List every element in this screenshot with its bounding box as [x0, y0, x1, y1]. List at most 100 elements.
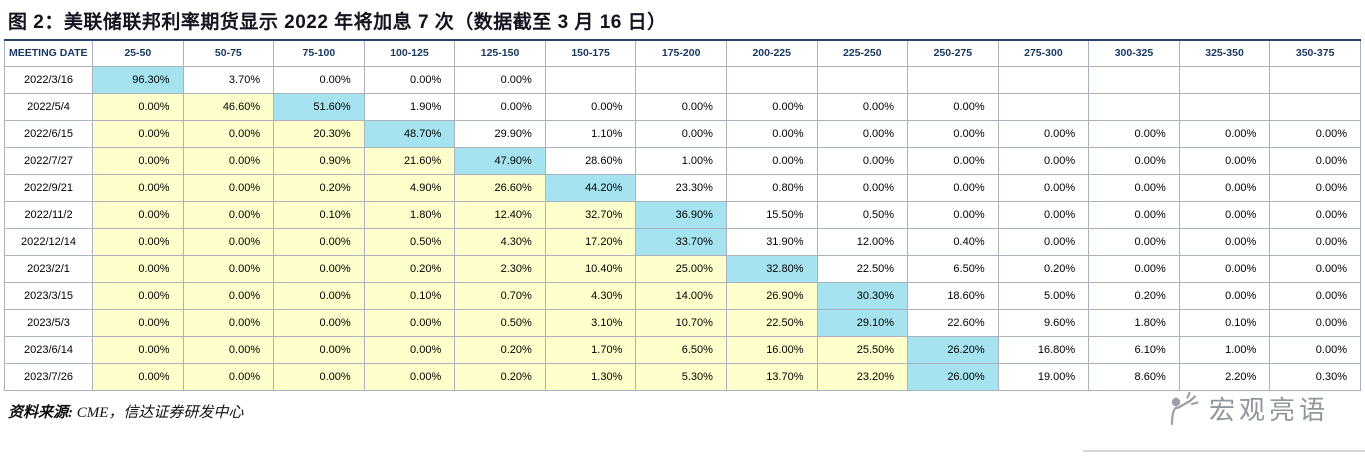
probability-cell: 21.60% [363, 146, 456, 175]
probability-cell: 0.00% [1269, 119, 1361, 148]
meeting-date-cell: 2022/9/21 [4, 173, 93, 202]
probability-cell: 0.00% [816, 173, 909, 202]
probability-cell: 0.00% [1178, 254, 1271, 283]
brand-watermark: 宏观亮语 [1165, 390, 1329, 427]
probability-cell: 0.00% [997, 200, 1090, 229]
probability-cell: 0.00% [363, 308, 456, 337]
probability-cell: 0.00% [92, 335, 184, 364]
probability-cell: 0.00% [1178, 227, 1271, 256]
column-header: 150-175 [544, 39, 637, 67]
source-text: CME，信达证券研发中心 [73, 404, 244, 421]
probability-cell: 0.00% [363, 65, 456, 94]
probability-cell: 0.00% [182, 227, 275, 256]
probability-cell: 13.70% [725, 362, 818, 391]
probability-cell: 28.60% [544, 146, 637, 175]
probability-cell: 0.20% [1088, 281, 1180, 310]
column-header-meeting-date: MEETING DATE [4, 39, 93, 67]
probability-cell: 0.50% [816, 200, 909, 229]
probability-cell: 36.90% [635, 200, 727, 229]
source-label: 资料来源: [8, 404, 73, 421]
footer-divider [1083, 450, 1365, 452]
probability-cell: 0.00% [1088, 119, 1180, 148]
probability-cell: 19.00% [997, 362, 1090, 391]
probability-cell: 0.00% [1178, 119, 1271, 148]
probability-cell: 0.00% [1178, 200, 1271, 229]
table-row: 2022/6/15 0.00% 0.00% 20.30% 48.70% 29.90% 1.1… [4, 119, 1361, 148]
probability-cell: 31.90% [725, 227, 818, 256]
probability-cell: 0.20% [363, 254, 456, 283]
probability-cell: 16.80% [997, 335, 1090, 364]
column-header: 250-275 [907, 39, 999, 67]
probability-cell: 0.00% [182, 308, 275, 337]
probability-cell: 9.60% [997, 308, 1090, 337]
probability-cell: 23.20% [816, 362, 909, 391]
probability-cell: 0.20% [454, 335, 546, 364]
probability-cell: 0.00% [816, 119, 909, 148]
probability-cell: 0.00% [1088, 227, 1180, 256]
probability-cell: 0.00% [997, 119, 1090, 148]
probability-cell: 0.00% [182, 173, 275, 202]
probability-cell: 0.10% [363, 281, 456, 310]
probability-cell: 0.00% [1178, 173, 1271, 202]
probability-cell: 0.00% [92, 173, 184, 202]
probability-cell: 0.20% [454, 362, 546, 391]
probability-cell: 0.00% [454, 92, 546, 121]
probability-cell: 16.00% [725, 335, 818, 364]
probability-cell: 0.00% [92, 281, 184, 310]
meeting-date-cell: 2022/6/15 [4, 119, 93, 148]
probability-cell: 4.30% [544, 281, 637, 310]
probability-cell: 22.60% [907, 308, 999, 337]
probability-cell: 0.00% [997, 173, 1090, 202]
probability-cell: 0.00% [1269, 335, 1361, 364]
probability-cell: 25.00% [635, 254, 727, 283]
probability-cell: 6.50% [907, 254, 999, 283]
probability-cell [1088, 92, 1180, 121]
column-header: 225-250 [816, 39, 909, 67]
probability-cell: 1.80% [1088, 308, 1180, 337]
brand-name: 宏观亮语 [1208, 395, 1329, 425]
probability-cell [1178, 92, 1271, 121]
probability-cell [544, 65, 637, 94]
probability-cell: 48.70% [363, 119, 456, 148]
probability-cell [816, 65, 909, 94]
probability-cell: 0.00% [907, 119, 999, 148]
fed-funds-probability-table: MEETING DATE 25-50 50-75 75-100 100-125 125-1… [4, 39, 1361, 391]
probability-cell: 0.00% [1269, 308, 1361, 337]
probability-cell: 0.00% [1269, 227, 1361, 256]
probability-cell: 29.10% [816, 308, 909, 337]
column-header: 200-225 [725, 39, 818, 67]
probability-cell: 1.30% [544, 362, 637, 391]
probability-cell: 96.30% [92, 65, 184, 94]
table-header: MEETING DATE 25-50 50-75 75-100 100-125 125-1… [4, 39, 1361, 67]
probability-cell: 1.10% [544, 119, 637, 148]
column-header: 125-150 [454, 39, 546, 67]
table-row: 2023/3/15 0.00% 0.00% 0.00% 0.10% 0.70% 4.30% 1… [4, 281, 1361, 310]
probability-cell: 0.00% [816, 92, 909, 121]
probability-cell: 0.80% [725, 173, 818, 202]
probability-cell: 0.00% [1088, 200, 1180, 229]
column-header: 325-350 [1178, 39, 1271, 67]
probability-cell [997, 92, 1090, 121]
table-row: 2023/5/3 0.00% 0.00% 0.00% 0.00% 0.50% 3.10% 10… [4, 308, 1361, 337]
probability-cell: 0.30% [1269, 362, 1361, 391]
probability-cell: 0.00% [273, 362, 365, 391]
probability-cell: 14.00% [635, 281, 727, 310]
probability-cell: 0.00% [92, 308, 184, 337]
probability-cell: 0.00% [182, 281, 275, 310]
probability-cell [1178, 65, 1271, 94]
probability-cell: 30.30% [816, 281, 909, 310]
probability-cell: 5.00% [997, 281, 1090, 310]
probability-cell: 0.50% [363, 227, 456, 256]
probability-cell: 0.00% [907, 146, 999, 175]
probability-cell: 51.60% [273, 92, 365, 121]
probability-cell: 1.90% [363, 92, 456, 121]
probability-cell: 0.00% [907, 200, 999, 229]
probability-cell: 0.20% [997, 254, 1090, 283]
probability-cell: 0.50% [454, 308, 546, 337]
header-row: MEETING DATE 25-50 50-75 75-100 100-125 125-1… [4, 39, 1361, 67]
probability-cell: 0.10% [273, 200, 365, 229]
probability-cell [1269, 92, 1361, 121]
probability-cell: 0.00% [1269, 254, 1361, 283]
probability-cell: 0.00% [1178, 146, 1271, 175]
probability-cell: 0.00% [92, 146, 184, 175]
